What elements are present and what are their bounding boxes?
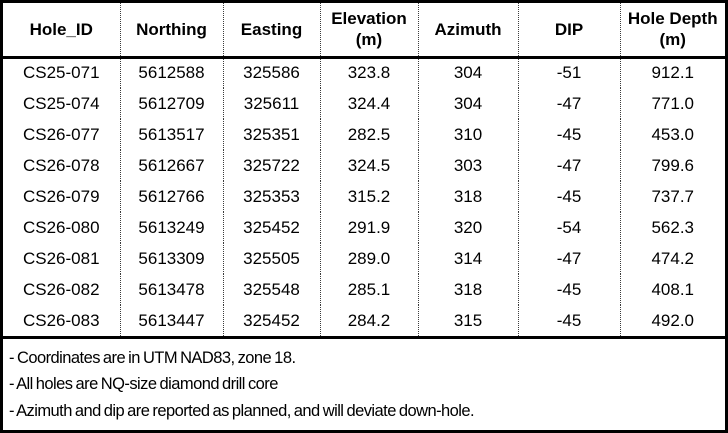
cell-elevation: 324.5 [319,150,418,181]
cell-elevation: 315.2 [319,181,418,212]
cell-hole-id: CS26-082 [22,279,100,299]
footnote-coordinates: - Coordinates are in UTM NAD83, zone 18. [9,349,296,368]
cell-elevation: 289.0 [319,243,418,274]
cell-elevation: 284.2 [319,305,418,336]
column-header-label: Easting [240,19,303,39]
cell-dip: -45 [517,274,620,305]
cell-northing: 5612588 [119,57,223,88]
column-header-elevation: Elevation (m) [319,3,418,59]
footnote-azimuth-dip: - Azimuth and dip are reported as planne… [9,401,475,420]
footnotes: - Coordinates are in UTM NAD83, zone 18.… [3,336,725,430]
table-header-row: Hole_ID Northing Easting Elevation (m) A… [3,3,725,59]
cell-dip: -54 [517,212,620,243]
drill-hole-table: Hole_ID Northing Easting Elevation (m) A… [3,3,725,336]
table-row: CS26-080 5613249 325452 291.9 320 -54 56… [3,212,725,243]
cell-northing: 5613517 [119,119,223,150]
column-header-label: Hole_ID [29,19,93,39]
cell-hole-id: CS26-079 [22,186,100,206]
cell-hole-id: CS26-083 [22,310,100,330]
cell-dip: -45 [517,305,620,336]
cell-elevation: 285.1 [319,274,418,305]
column-header-label: Elevation [331,9,407,28]
table-row: CS26-078 5612667 325722 324.5 303 -47 79… [3,150,725,181]
column-header-label: Azimuth [434,19,502,39]
cell-hole-depth: 408.1 [619,274,725,305]
table-row: CS26-079 5612766 325353 315.2 318 -45 73… [3,181,725,212]
column-header-easting: Easting [222,3,320,59]
cell-hole-depth: 799.6 [619,150,725,181]
cell-dip: -51 [517,57,620,88]
cell-elevation: 323.8 [319,57,418,88]
footnote-core-size: - All holes are NQ-size diamond drill co… [9,375,278,394]
cell-dip: -47 [517,88,620,119]
cell-northing: 5613478 [119,274,223,305]
cell-northing: 5612709 [119,88,223,119]
cell-easting: 325353 [222,181,320,212]
cell-easting: 325351 [222,119,320,150]
cell-elevation: 282.5 [319,119,418,150]
cell-azimuth: 318 [417,181,518,212]
cell-northing: 5613249 [119,212,223,243]
column-header-hole-id: Hole_ID [3,3,120,59]
cell-hole-id: CS26-077 [22,124,100,144]
cell-dip: -45 [517,119,620,150]
column-header-northing: Northing [119,3,223,59]
cell-azimuth: 314 [417,243,518,274]
table-row: CS25-071 5612588 325586 323.8 304 -51 91… [3,57,725,88]
cell-azimuth: 315 [417,305,518,336]
cell-easting: 325722 [222,150,320,181]
table-row: CS26-082 5613478 325548 285.1 318 -45 40… [3,274,725,305]
cell-elevation: 324.4 [319,88,418,119]
column-header-unit: (m) [355,30,383,50]
cell-azimuth: 318 [417,274,518,305]
cell-azimuth: 320 [417,212,518,243]
cell-azimuth: 303 [417,150,518,181]
cell-hole-id: CS26-081 [22,248,100,268]
cell-hole-id: CS25-074 [22,93,100,113]
cell-hole-depth: 771.0 [619,88,725,119]
cell-dip: -47 [517,150,620,181]
cell-northing: 5613447 [119,305,223,336]
table-row: CS25-074 5612709 325611 324.4 304 -47 77… [3,88,725,119]
cell-hole-depth: 562.3 [619,212,725,243]
cell-hole-depth: 474.2 [619,243,725,274]
cell-dip: -45 [517,181,620,212]
cell-hole-depth: 492.0 [619,305,725,336]
column-header-label: DIP [554,19,584,39]
cell-azimuth: 304 [417,88,518,119]
cell-northing: 5612766 [119,181,223,212]
column-header-dip: DIP [517,3,620,59]
column-header-azimuth: Azimuth [417,3,518,59]
cell-hole-depth: 453.0 [619,119,725,150]
column-header-unit: (m) [659,30,686,50]
cell-northing: 5613309 [119,243,223,274]
table-body: CS25-071 5612588 325586 323.8 304 -51 91… [3,57,725,336]
table-row: CS26-081 5613309 325505 289.0 314 -47 47… [3,243,725,274]
cell-easting: 325452 [222,305,320,336]
column-header-label: Northing [136,19,207,39]
cell-azimuth: 310 [417,119,518,150]
cell-easting: 325505 [222,243,320,274]
cell-hole-id: CS26-080 [22,217,100,237]
column-header-label: Hole Depth [627,9,718,28]
cell-easting: 325548 [222,274,320,305]
cell-hole-id: CS25-071 [22,63,100,83]
cell-hole-id: CS26-078 [22,155,100,175]
cell-easting: 325586 [222,57,320,88]
cell-easting: 325611 [222,88,320,119]
cell-easting: 325452 [222,212,320,243]
cell-elevation: 291.9 [319,212,418,243]
table-row: CS26-077 5613517 325351 282.5 310 -45 45… [3,119,725,150]
column-header-hole-depth: Hole Depth (m) [619,3,725,59]
cell-azimuth: 304 [417,57,518,88]
table-row: CS26-083 5613447 325452 284.2 315 -45 49… [3,305,725,336]
cell-northing: 5612667 [119,150,223,181]
cell-dip: -47 [517,243,620,274]
cell-hole-depth: 737.7 [619,181,725,212]
cell-hole-depth: 912.1 [619,57,725,88]
